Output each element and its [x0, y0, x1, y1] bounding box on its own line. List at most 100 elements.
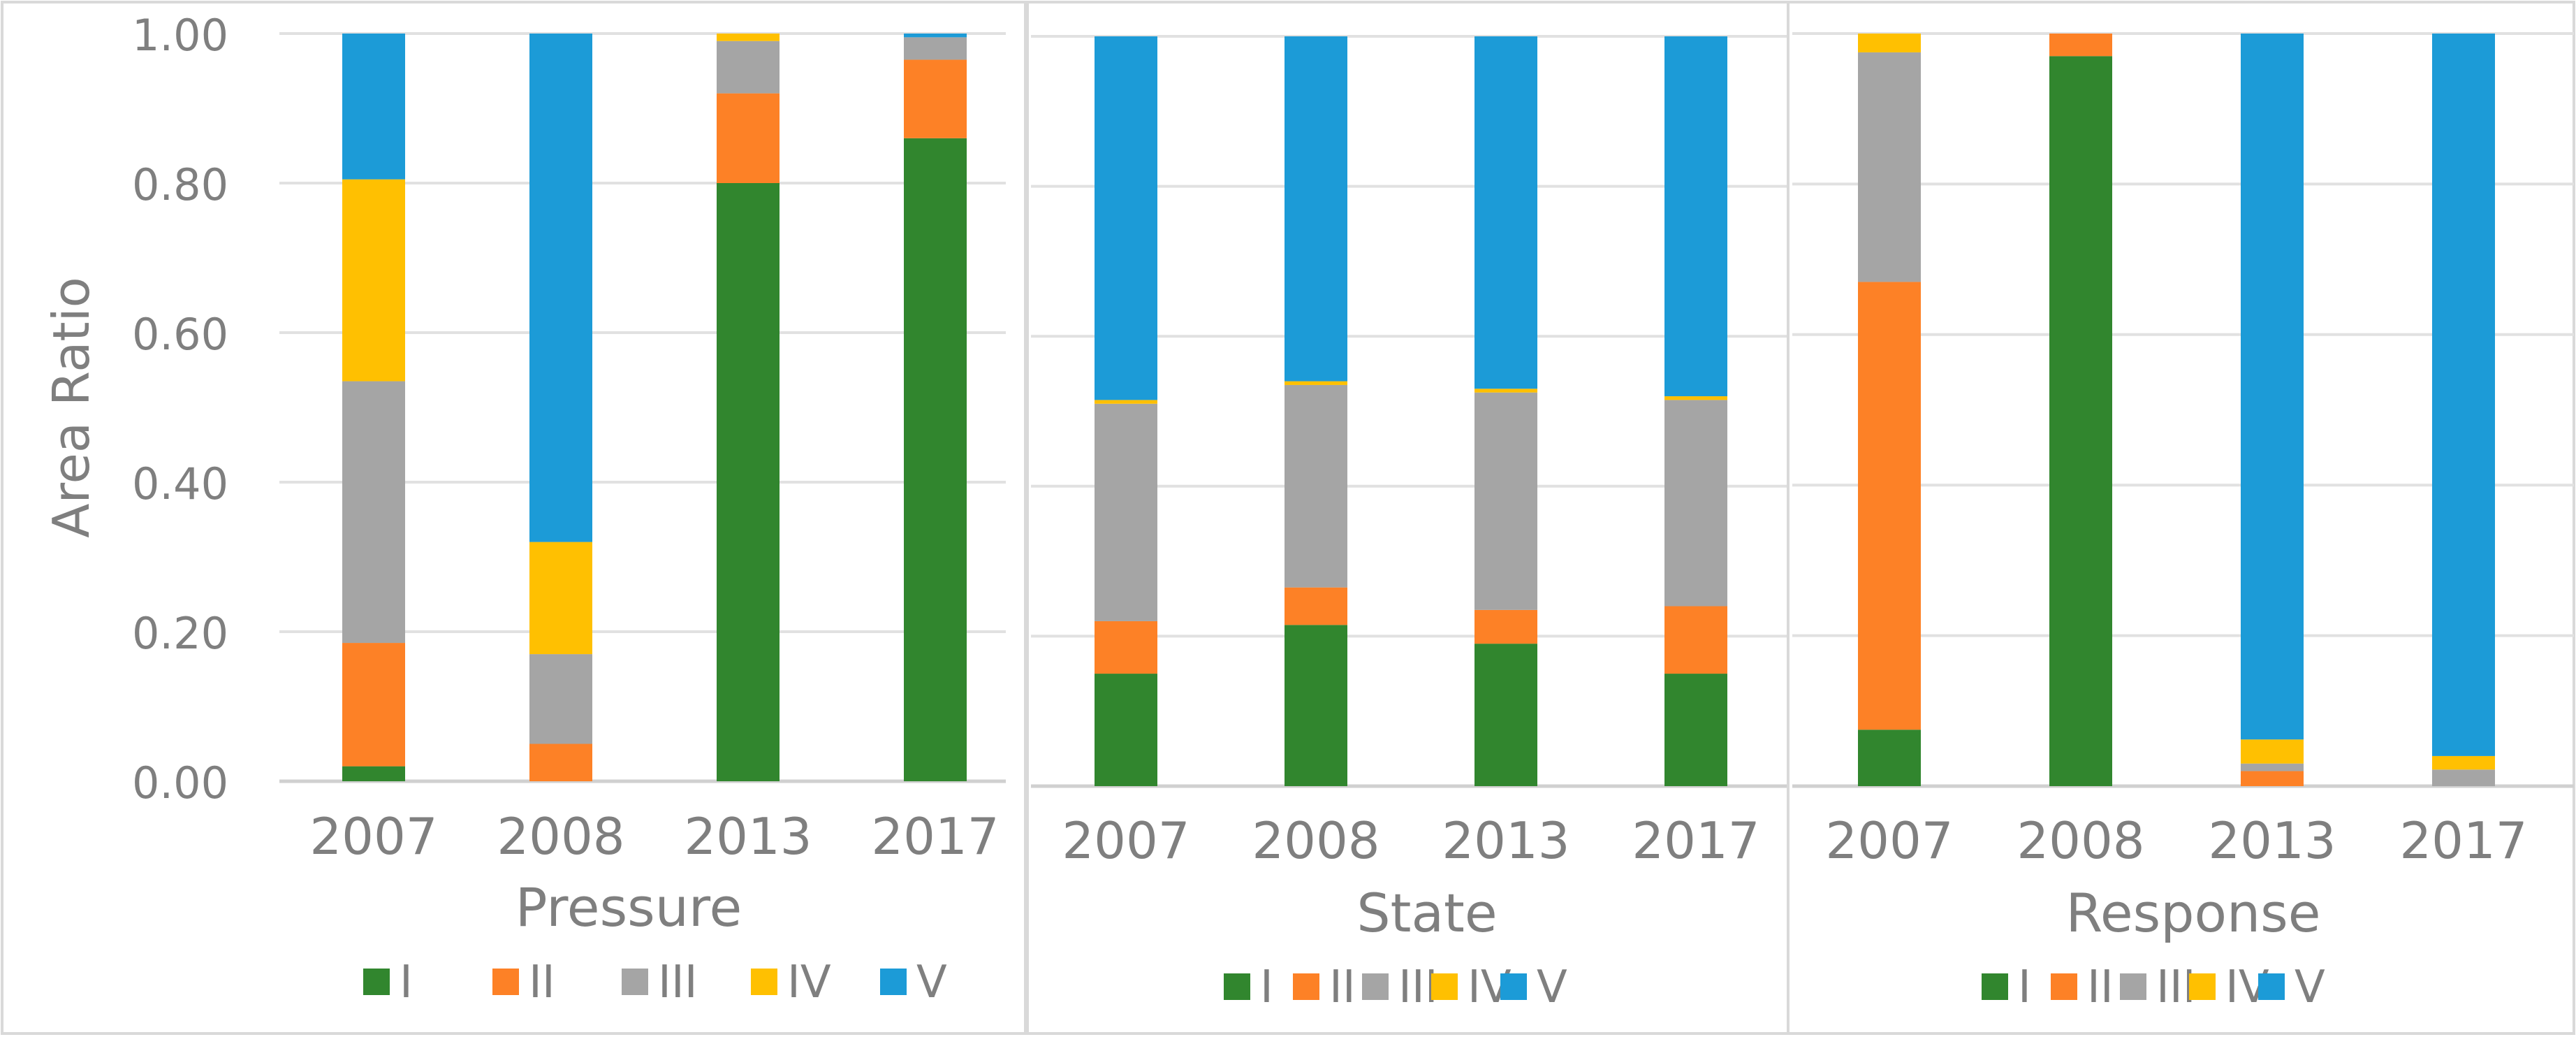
pressure-bar-2017-series-II — [904, 59, 967, 138]
state-bar-2007-series-IV — [1095, 400, 1157, 404]
pressure-bar-2007-series-II — [342, 643, 405, 767]
response-legend-swatch-III — [2120, 973, 2146, 1000]
pressure-bar-2013-series-II — [717, 93, 780, 183]
response-bar-2017-series-V — [2432, 34, 2495, 756]
state-x-tick-label: 2008 — [1252, 811, 1380, 870]
pressure-bar-2007-series-IV — [342, 179, 405, 382]
state-bar-2013-series-IV — [1474, 389, 1537, 393]
response-x-axis-label: Response — [2065, 882, 2320, 944]
state-bar-2008-series-II — [1285, 587, 1347, 625]
panel-pressure: 0.00 0.20 0.40 0.60 0.80 1.00 Area Ratio 2007 20… — [1, 1, 1027, 1035]
response-bar-2013-series-IV — [2241, 739, 2304, 764]
pressure-bar-2017-series-V — [904, 34, 967, 38]
response-legend-label-V: V — [2295, 962, 2325, 1013]
pressure-bar-2007-series-I — [342, 766, 405, 781]
pressure-bar-2008-series-III — [529, 654, 592, 744]
state-bar-2007-series-I — [1095, 674, 1157, 786]
state-legend-label-II: II — [1329, 962, 1356, 1013]
state-bar-2007-series-II — [1095, 621, 1157, 674]
state-bar-2008-series-I — [1285, 625, 1347, 786]
state-x-tick-label: 2007 — [1062, 811, 1190, 870]
response-bar-2013-series-V — [2241, 34, 2304, 740]
pressure-y-tick-label: 0.60 — [132, 309, 228, 360]
state-bar-2017-series-IV — [1664, 396, 1727, 400]
pressure-y-tick-label: 0.20 — [132, 608, 228, 659]
state-legend-label-I: I — [1260, 962, 1273, 1013]
pressure-legend-label-II: II — [529, 957, 555, 1008]
state-bar-2013-series-II — [1474, 609, 1537, 644]
pressure-legend-swatch-II — [492, 969, 519, 995]
pressure-bar-2017-series-I — [904, 138, 967, 782]
state-legend-swatch-IV — [1431, 973, 1458, 1000]
pressure-bar-2013-series-I — [717, 183, 780, 781]
response-x-tick-label: 2007 — [1825, 811, 1953, 870]
pressure-bar-2008-series-V — [529, 34, 592, 542]
pressure-y-axis-label: Area Ratio — [42, 277, 101, 537]
panel-pressure-frame — [1, 1, 1027, 1035]
pressure-legend-swatch-V — [880, 969, 907, 995]
pressure-bar-2013-series-III — [717, 41, 780, 94]
pressure-x-tick-label: 2017 — [871, 807, 999, 866]
state-bar-2013-series-III — [1474, 392, 1537, 610]
state-legend-swatch-I — [1224, 973, 1250, 1000]
response-bar-2017-series-IV — [2432, 755, 2495, 770]
pressure-bar-2008-series-II — [529, 744, 592, 781]
pressure-x-tick-label: 2013 — [684, 807, 812, 866]
response-legend-swatch-I — [1982, 973, 2008, 1000]
state-bar-2017-series-I — [1664, 674, 1727, 786]
pressure-bar-2013-series-IV — [717, 34, 780, 41]
state-bar-2017-series-V — [1664, 36, 1727, 397]
panel-response-frame — [1787, 1, 2575, 1035]
response-bar-2007-series-I — [1858, 730, 1921, 786]
response-legend-label-I: I — [2018, 962, 2031, 1013]
pressure-legend-label-V: V — [916, 957, 947, 1008]
pressure-bar-2017-series-III — [904, 37, 967, 60]
state-x-tick-label: 2017 — [1632, 811, 1759, 870]
pressure-x-tick-label: 2008 — [497, 807, 624, 866]
state-bar-2017-series-III — [1664, 400, 1727, 607]
response-bar-2007-series-III — [1858, 52, 1921, 282]
pressure-bar-2007-series-V — [342, 34, 405, 180]
response-bar-2013-series-III — [2241, 763, 2304, 771]
state-legend-swatch-II — [1293, 973, 1319, 1000]
response-bar-2008-series-II — [2049, 34, 2112, 57]
pressure-bar-2007-series-III — [342, 381, 405, 644]
pressure-legend-label-I: I — [400, 957, 413, 1008]
pressure-x-tick-label: 2007 — [309, 807, 437, 866]
response-bar-2007-series-II — [1858, 282, 1921, 730]
response-bar-2013-series-II — [2241, 771, 2304, 786]
pressure-legend-swatch-I — [363, 969, 390, 995]
response-bar-2007-series-IV — [1858, 34, 1921, 52]
response-legend-swatch-V — [2258, 973, 2285, 1000]
response-legend-label-II: II — [2087, 962, 2114, 1013]
state-legend-swatch-V — [1500, 973, 1527, 1000]
state-x-axis-label: State — [1356, 882, 1497, 944]
pressure-y-tick-label: 0.00 — [132, 757, 228, 808]
response-x-tick-label: 2008 — [2017, 811, 2144, 870]
pressure-y-tick-label: 0.80 — [132, 159, 228, 210]
pressure-legend-swatch-IV — [751, 969, 777, 995]
state-bar-2008-series-IV — [1285, 381, 1347, 385]
state-legend-swatch-III — [1362, 973, 1389, 1000]
response-x-tick-label: 2017 — [2399, 811, 2527, 870]
response-bar-2008-series-I — [2049, 56, 2112, 786]
response-legend-swatch-IV — [2189, 973, 2216, 1000]
response-x-tick-label: 2013 — [2208, 811, 2336, 870]
state-bar-2008-series-V — [1285, 36, 1347, 382]
state-bar-2007-series-V — [1095, 36, 1157, 400]
state-bar-2017-series-II — [1664, 606, 1727, 674]
state-x-tick-label: 2013 — [1442, 811, 1569, 870]
state-bar-2007-series-III — [1095, 403, 1157, 621]
pressure-y-tick-label: 1.00 — [132, 10, 228, 61]
pressure-y-tick-label: 0.40 — [132, 458, 228, 509]
state-bar-2013-series-I — [1474, 644, 1537, 786]
state-legend-label-V: V — [1537, 962, 1567, 1013]
pressure-legend-label-IV: IV — [787, 957, 831, 1008]
state-bar-2008-series-III — [1285, 384, 1347, 588]
pressure-legend-label-III: III — [658, 957, 698, 1008]
pressure-legend-swatch-III — [622, 969, 648, 995]
pressure-bar-2008-series-IV — [529, 542, 592, 655]
